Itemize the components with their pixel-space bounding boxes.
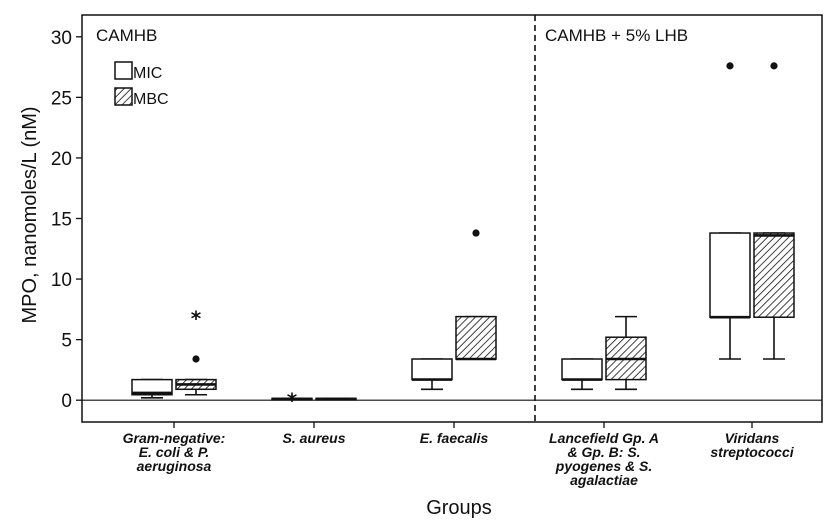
mic-box (411, 358, 453, 381)
category-label: Viridans (725, 430, 780, 446)
mic-box (709, 232, 751, 318)
y-tick-label: 25 (51, 88, 72, 109)
panel-label-camhb-lhb: CAMHB + 5% LHB (545, 26, 688, 45)
category-label: aeruginosa (137, 458, 212, 474)
category-label: Gram-negative: (123, 430, 226, 446)
y-tick-label: 20 (51, 149, 72, 170)
y-tick-label: 30 (51, 28, 72, 49)
category-label: E. coli & P. (139, 444, 210, 460)
legend-label-mic: MIC (133, 65, 162, 82)
legend-label-mbc: MBC (133, 91, 169, 108)
legend: MIC MBC (114, 61, 169, 108)
mic-outlier-dot (726, 62, 734, 70)
y-axis-title: MPO, nanomoles/L (nM) (19, 106, 41, 323)
y-tick-label: 5 (61, 331, 72, 352)
mbc-outlier-dot (472, 229, 480, 237)
category-label: agalactiae (570, 472, 638, 488)
category-label: streptococci (710, 444, 794, 460)
mbc-box (455, 315, 497, 360)
x-axis-title: Groups (426, 497, 492, 519)
mbc-box (753, 232, 795, 318)
category-label: Lancefield Gp. A (549, 430, 659, 446)
y-tick-label: 10 (51, 270, 72, 291)
mbc-outlier-dot (770, 62, 778, 70)
category-label: & Gp. B: S. (567, 444, 640, 460)
category-label: pyogenes & S. (555, 458, 652, 474)
y-tick-label: 0 (61, 391, 72, 412)
legend-swatch-mbc (114, 87, 133, 106)
y-tick-label: 15 (51, 210, 72, 231)
category-label: E. faecalis (420, 430, 489, 446)
category-label: S. aureus (282, 430, 345, 446)
mbc-outlier-dot (192, 355, 200, 363)
panel-label-camhb: CAMHB (96, 26, 157, 45)
mbc-outlier-star: * (191, 307, 202, 331)
mic-box (131, 378, 173, 396)
mic-outlier-star: * (287, 388, 298, 412)
mic-box (561, 358, 603, 381)
legend-swatch-mic (114, 61, 133, 80)
